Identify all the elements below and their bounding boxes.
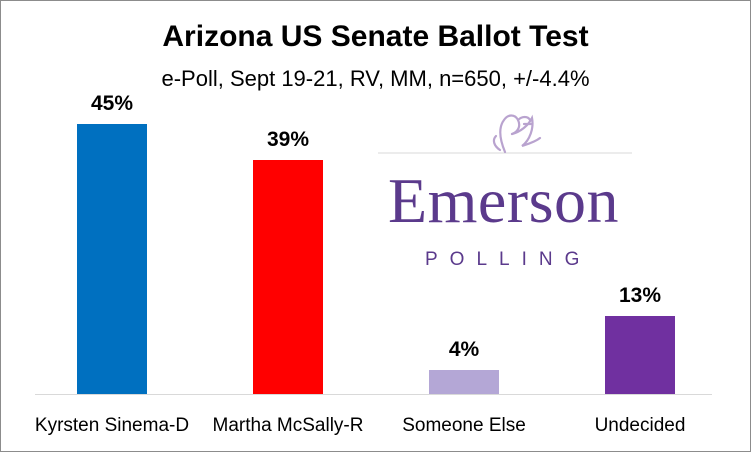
logo-subtext: POLLING [425,249,592,270]
bar-3 [605,316,675,394]
category-label-2: Someone Else [402,415,526,436]
data-label-3: 13% [619,284,661,307]
chart-subtitle: e-Poll, Sept 19-21, RV, MM, n=650, +/-4.… [161,66,590,91]
category-label-3: Undecided [595,415,686,436]
lion-crest-icon [492,114,542,154]
chart-title: Arizona US Senate Ballot Test [162,20,589,53]
logo-wordmark: Emerson [388,165,619,236]
data-label-1: 39% [267,128,309,151]
data-label-2: 4% [449,338,480,361]
bar-0 [77,124,147,394]
category-label-1: Martha McSally-R [213,415,364,436]
bar-1 [253,160,323,394]
category-label-0: Kyrsten Sinema-D [35,415,189,436]
data-label-0: 45% [91,92,133,115]
bar-2 [429,370,499,394]
